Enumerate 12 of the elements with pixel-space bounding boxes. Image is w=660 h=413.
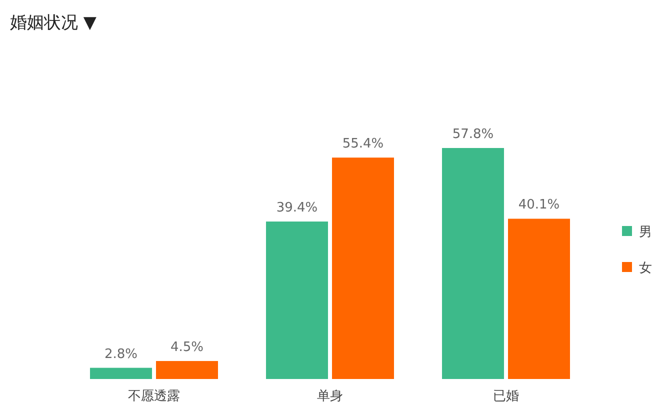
data-label: 39.4% <box>276 200 318 216</box>
legend-label: 女 <box>639 261 652 276</box>
data-label: 55.4% <box>342 136 384 152</box>
data-label: 4.5% <box>170 340 204 356</box>
data-label: 57.8% <box>452 127 494 142</box>
x-tick-label: 不愿透露 <box>128 389 180 404</box>
data-label: 2.8% <box>104 346 138 362</box>
chart-title: 婚姻状况 ▼ <box>10 13 98 33</box>
x-tick-label: 已婚 <box>493 389 519 404</box>
x-tick-label: 单身 <box>317 389 343 404</box>
legend-label: 男 <box>639 225 652 240</box>
data-label: 40.1% <box>518 198 560 213</box>
